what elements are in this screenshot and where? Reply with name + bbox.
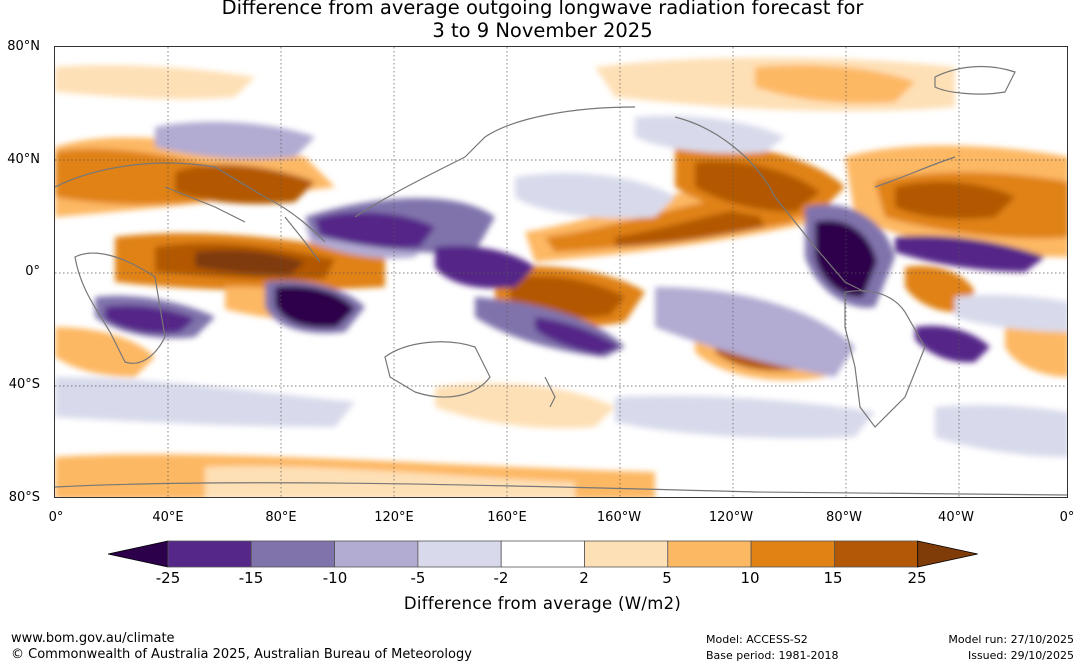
anomaly-region	[155, 121, 315, 159]
colorbar-tick-label: 2	[579, 569, 589, 587]
coastlines	[55, 65, 1067, 496]
model-run-text: Model run: 27/10/2025	[948, 633, 1074, 646]
anomaly-region	[895, 235, 1045, 272]
south-america-coastline	[844, 290, 926, 428]
anomaly-region	[195, 250, 305, 275]
anomaly-region	[935, 404, 1067, 457]
lon-label-0: 0°	[48, 510, 64, 525]
title-line-2: 3 to 9 November 2025	[432, 19, 653, 42]
lon-label-80e: 80°E	[265, 510, 297, 525]
new-zealand-coastline	[544, 376, 556, 408]
lat-label-80n: 80°N	[7, 39, 40, 54]
anomaly-region	[515, 173, 675, 219]
lon-label-80w: 80°W	[826, 510, 862, 525]
colorbar-tick-label: 25	[907, 569, 927, 587]
australia-coastline	[384, 341, 491, 398]
colorbar-swatch	[334, 540, 419, 568]
colorbar-swatch	[834, 540, 919, 568]
lon-label-40w: 40°W	[938, 510, 974, 525]
anomaly-region	[535, 317, 620, 355]
anomaly-region	[55, 65, 255, 100]
north-america-east-coastline	[874, 156, 956, 188]
lon-label-0-east: 0°	[1059, 510, 1075, 525]
anomaly-region	[275, 286, 355, 328]
anomaly-region	[635, 115, 785, 154]
lat-label-40s: 40°S	[8, 377, 40, 392]
antarctica-coastline	[55, 482, 1067, 496]
olr-anomaly-map	[54, 46, 1068, 498]
greenland-coastline	[934, 65, 1016, 95]
anomaly-region	[315, 212, 435, 249]
lon-label-160e: 160°E	[487, 510, 527, 525]
north-america-west-coastline	[674, 116, 866, 293]
colorbar-swatch	[108, 540, 169, 568]
lat-label-equator: 0°	[25, 264, 40, 279]
anomaly-region	[105, 305, 195, 334]
lon-label-120e: 120°E	[374, 510, 414, 525]
colorbar-swatch	[584, 540, 669, 568]
anomaly-region	[205, 465, 575, 497]
colorbar-swatch	[417, 540, 502, 568]
lon-label-160w: 160°W	[596, 510, 642, 525]
colorbar-swatch	[250, 540, 336, 568]
arabia-coastline	[164, 186, 246, 223]
lon-label-40e: 40°E	[152, 510, 184, 525]
colorbar-tick-label: 15	[823, 569, 843, 587]
anomaly-region	[55, 377, 355, 427]
colorbar-swatch	[500, 540, 585, 568]
colorbar-swatch	[167, 540, 252, 568]
issued-text: Issued: 29/10/2025	[967, 649, 1074, 662]
anomaly-region	[615, 395, 875, 439]
colorbar-legend	[108, 540, 978, 568]
colorbar-swatch	[917, 540, 978, 568]
lat-label-40n: 40°N	[7, 152, 40, 167]
model-text: Model: ACCESS-S2	[706, 633, 808, 646]
website-text: www.bom.gov.au/climate	[11, 631, 175, 646]
colorbar-swatch	[750, 540, 835, 568]
base-period-text: Base period: 1981-2018	[706, 649, 839, 662]
anomaly-region	[615, 207, 765, 247]
colorbar-tick-label: -10	[322, 569, 348, 587]
asia-east-coastline	[354, 106, 636, 218]
map-title: Difference from average outgoing longwav…	[0, 0, 1085, 42]
title-line-1: Difference from average outgoing longwav…	[221, 0, 864, 19]
anomaly-region	[955, 294, 1067, 332]
anomaly-region	[655, 287, 855, 377]
lat-label-80s: 80°S	[8, 490, 40, 505]
copyright-text: © Commonwealth of Australia 2025, Austra…	[11, 647, 472, 662]
colorbar-tick-label: -5	[410, 569, 426, 587]
colorbar-tick-label: -2	[493, 569, 509, 587]
anomaly-region	[815, 220, 877, 298]
colorbar-tick-label: 10	[740, 569, 760, 587]
anomaly-region	[175, 164, 315, 204]
graticule	[55, 47, 1067, 497]
lon-label-120w: 120°W	[708, 510, 754, 525]
eurasia-south-coastline	[55, 162, 326, 243]
anomaly-region	[435, 245, 535, 289]
colorbar-units-label: Difference from average (W/m2)	[403, 594, 682, 613]
anomaly-region	[915, 325, 990, 363]
anomaly-region	[435, 383, 615, 429]
anomaly-region	[695, 161, 820, 212]
africa-coastline	[74, 252, 166, 364]
colorbar-tick-label: -25	[155, 569, 181, 587]
india-coastline	[284, 216, 321, 263]
anomaly-region	[895, 181, 1015, 219]
map-canvas	[55, 47, 1067, 497]
colorbar-swatch	[667, 540, 752, 568]
anomaly-field	[55, 57, 1067, 497]
colorbar-tick-label: 5	[662, 569, 672, 587]
anomaly-region	[755, 65, 915, 104]
anomaly-region	[55, 327, 155, 377]
colorbar-tick-label: -15	[238, 569, 264, 587]
